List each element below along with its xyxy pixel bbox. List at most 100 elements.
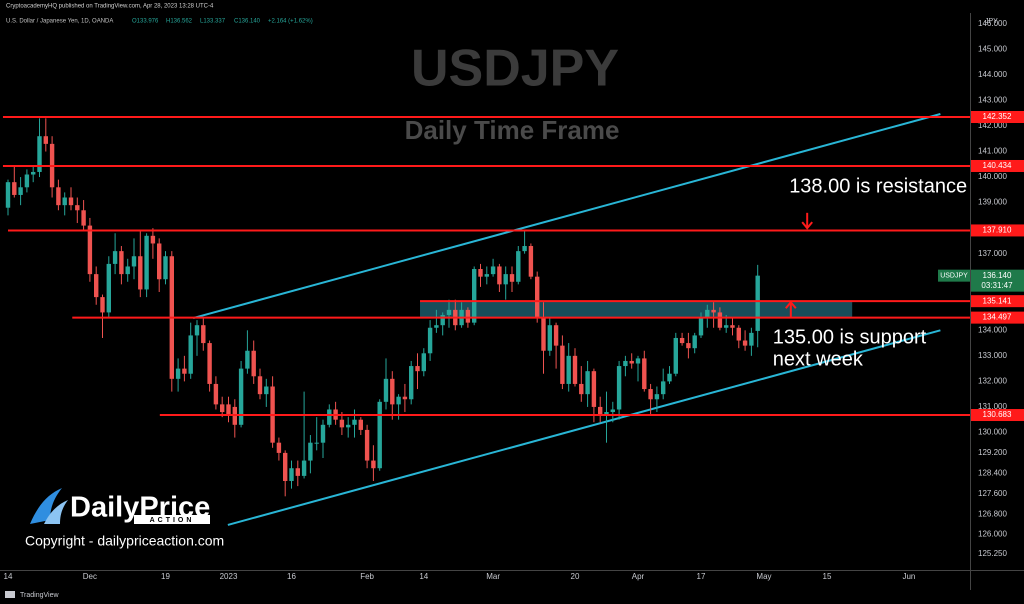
level-tag: [971, 409, 1024, 422]
candle-body: [371, 460, 376, 469]
candle-body: [484, 274, 489, 277]
candle-body: [503, 274, 508, 285]
candle-body: [138, 256, 143, 290]
candle-body: [56, 187, 61, 206]
candle-body: [698, 317, 704, 336]
ohlc-value: L133.337: [200, 19, 226, 25]
y-tick-label: 145.000: [978, 44, 1007, 53]
level-label: 130.683: [983, 410, 1012, 419]
candle-body: [522, 246, 527, 252]
y-tick-label: 144.000: [978, 70, 1007, 79]
candle-body: [75, 205, 80, 211]
y-tick-label: 126.800: [978, 509, 1007, 518]
y-tick-label: 140.000: [978, 172, 1007, 181]
x-tick-label: 15: [823, 572, 832, 581]
candle-body: [654, 394, 660, 400]
level-tag: [971, 159, 1024, 172]
annotation: 138.00 is resistance: [789, 176, 967, 198]
candle-body: [667, 373, 672, 382]
candle-body: [156, 243, 162, 280]
candle-body: [604, 412, 609, 415]
x-tick-label: 17: [697, 572, 706, 581]
candle-body: [705, 309, 710, 318]
candle-body: [534, 276, 540, 318]
candle-body: [119, 251, 124, 275]
candle-body: [24, 174, 30, 188]
candle-body: [566, 355, 571, 384]
candle-body: [396, 396, 401, 405]
candle-body: [541, 317, 546, 351]
candle-body: [282, 452, 288, 481]
candle-body: [616, 366, 622, 410]
symbol-tag: [938, 269, 970, 282]
candle-body: [100, 297, 105, 313]
candle-body: [276, 442, 282, 453]
y-tick-label: 146.000: [978, 19, 1007, 28]
annotation: next week: [773, 348, 864, 370]
candle-body: [201, 325, 206, 344]
y-tick-label: 127.600: [978, 489, 1007, 498]
watermark-subtitle: Daily Time Frame: [405, 115, 620, 145]
candle-body: [264, 386, 269, 395]
y-tick-label: 134.000: [978, 325, 1007, 334]
candle-body: [509, 274, 515, 282]
logo: DailyPrice ACTION: [30, 488, 210, 524]
candle-body: [327, 409, 332, 425]
y-tick-label: 130.000: [978, 428, 1007, 437]
level-tag: [971, 311, 1024, 324]
level-label: 135.141: [983, 296, 1012, 305]
candle-body: [673, 337, 678, 374]
y-tick-label: 142.000: [978, 121, 1007, 130]
footer-icon: [5, 591, 15, 598]
y-tick-label: 128.400: [978, 468, 1007, 477]
trendline: [227, 329, 941, 526]
y-tick-label: 133.000: [978, 351, 1007, 360]
x-tick-label: 14: [419, 572, 428, 581]
candle-body: [478, 269, 483, 277]
trendline: [192, 113, 941, 320]
candle-body: [635, 358, 641, 364]
x-tick-label: 16: [287, 572, 296, 581]
candle-body: [5, 182, 11, 208]
candle-body: [415, 366, 420, 372]
candle-body: [345, 424, 351, 428]
candle-body: [755, 275, 760, 331]
candle-body: [18, 187, 23, 195]
level-tag: [971, 224, 1024, 237]
countdown: 03:31:47: [981, 281, 1013, 290]
candle-body: [730, 325, 735, 328]
candle-body: [182, 368, 187, 374]
candle-body: [257, 376, 263, 395]
candle-body: [553, 325, 559, 346]
zone: [420, 301, 853, 318]
candle-body: [585, 371, 590, 395]
candle-body: [471, 269, 477, 323]
candle-body: [144, 235, 149, 290]
x-tick-label: 14: [4, 572, 13, 581]
candle-body: [68, 197, 74, 206]
candle-body: [43, 136, 49, 144]
candle-body: [408, 366, 414, 400]
logo-icon: [44, 500, 68, 524]
candle-body: [402, 396, 408, 400]
candle-body: [62, 197, 67, 206]
candle-body: [610, 409, 615, 413]
level-tag: [971, 110, 1024, 123]
logo-icon: [30, 488, 62, 524]
candle-body: [528, 246, 534, 277]
candle-body: [440, 314, 445, 326]
candle-body: [490, 266, 496, 275]
candle-body: [679, 337, 685, 344]
candle-body: [560, 345, 565, 384]
candle-body: [446, 309, 452, 315]
x-tick-label: May: [756, 572, 771, 581]
candle-body: [163, 256, 168, 280]
x-tick-label: 19: [161, 572, 170, 581]
level-label: 140.434: [983, 161, 1012, 170]
level-label: 134.497: [983, 313, 1012, 322]
price-label: 136.140: [983, 271, 1012, 280]
candle-body: [465, 309, 471, 323]
x-tick-label: Dec: [83, 572, 97, 581]
candle-body: [711, 309, 716, 313]
